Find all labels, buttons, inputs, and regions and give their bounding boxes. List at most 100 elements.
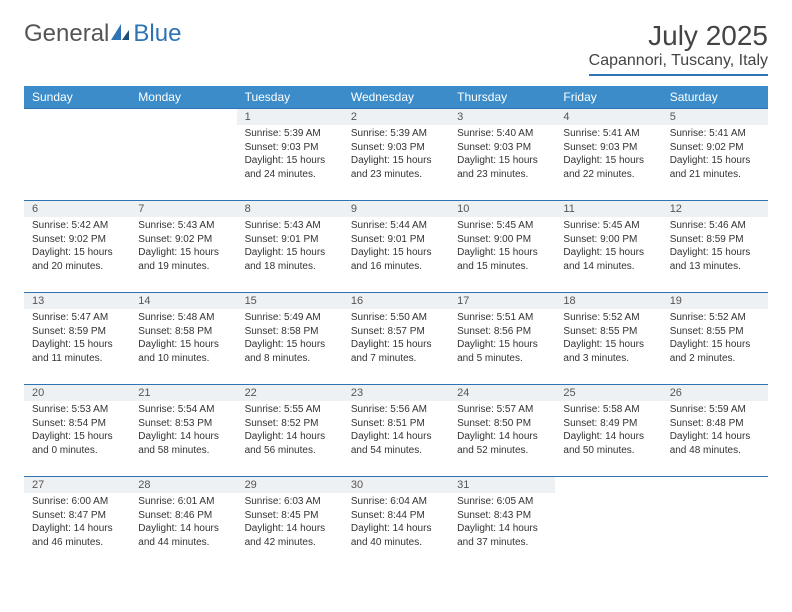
sunrise-text: Sunrise: 5:41 AM (670, 127, 760, 141)
calendar-day-cell: 2Sunrise: 5:39 AMSunset: 9:03 PMDaylight… (343, 109, 449, 201)
sunset-text: Sunset: 8:58 PM (245, 325, 335, 339)
sunset-text: Sunset: 9:03 PM (457, 141, 547, 155)
calendar-day-cell: 11Sunrise: 5:45 AMSunset: 9:00 PMDayligh… (555, 201, 661, 293)
logo: General Blue (24, 20, 181, 48)
sunset-text: Sunset: 8:50 PM (457, 417, 547, 431)
sunrise-text: Sunrise: 5:43 AM (138, 219, 228, 233)
calendar-day-cell: 10Sunrise: 5:45 AMSunset: 9:00 PMDayligh… (449, 201, 555, 293)
calendar-day-cell: 7Sunrise: 5:43 AMSunset: 9:02 PMDaylight… (130, 201, 236, 293)
calendar-week-row: 13Sunrise: 5:47 AMSunset: 8:59 PMDayligh… (24, 293, 768, 385)
sunset-text: Sunset: 8:58 PM (138, 325, 228, 339)
weekday-header: Sunday (24, 86, 130, 109)
day-number: 16 (343, 293, 449, 309)
sunset-text: Sunset: 8:53 PM (138, 417, 228, 431)
sunrise-text: Sunrise: 5:58 AM (563, 403, 653, 417)
calendar-day-cell: 17Sunrise: 5:51 AMSunset: 8:56 PMDayligh… (449, 293, 555, 385)
sunrise-text: Sunrise: 6:03 AM (245, 495, 335, 509)
sunrise-text: Sunrise: 5:53 AM (32, 403, 122, 417)
calendar-day-cell: 14Sunrise: 5:48 AMSunset: 8:58 PMDayligh… (130, 293, 236, 385)
daylight-text: Daylight: 14 hours and 37 minutes. (457, 522, 547, 549)
day-number: 17 (449, 293, 555, 309)
day-number: 25 (555, 385, 661, 401)
sunset-text: Sunset: 8:49 PM (563, 417, 653, 431)
day-content: Sunrise: 5:51 AMSunset: 8:56 PMDaylight:… (449, 309, 555, 367)
day-number: 27 (24, 477, 130, 493)
sunrise-text: Sunrise: 5:47 AM (32, 311, 122, 325)
daylight-text: Daylight: 15 hours and 0 minutes. (32, 430, 122, 457)
day-number: 23 (343, 385, 449, 401)
sunrise-text: Sunrise: 5:45 AM (457, 219, 547, 233)
sunset-text: Sunset: 8:45 PM (245, 509, 335, 523)
day-content: Sunrise: 5:41 AMSunset: 9:02 PMDaylight:… (662, 125, 768, 183)
month-title: July 2025 (589, 20, 768, 52)
sunrise-text: Sunrise: 5:50 AM (351, 311, 441, 325)
sunset-text: Sunset: 8:54 PM (32, 417, 122, 431)
day-number: 10 (449, 201, 555, 217)
calendar-day-cell: 24Sunrise: 5:57 AMSunset: 8:50 PMDayligh… (449, 385, 555, 477)
weekday-header: Saturday (662, 86, 768, 109)
daylight-text: Daylight: 15 hours and 21 minutes. (670, 154, 760, 181)
calendar-day-cell: 31Sunrise: 6:05 AMSunset: 8:43 PMDayligh… (449, 477, 555, 569)
sunset-text: Sunset: 8:59 PM (32, 325, 122, 339)
day-content: Sunrise: 5:45 AMSunset: 9:00 PMDaylight:… (555, 217, 661, 275)
day-number: 14 (130, 293, 236, 309)
weekday-header: Thursday (449, 86, 555, 109)
daylight-text: Daylight: 15 hours and 19 minutes. (138, 246, 228, 273)
sunset-text: Sunset: 9:01 PM (351, 233, 441, 247)
day-content: Sunrise: 5:41 AMSunset: 9:03 PMDaylight:… (555, 125, 661, 183)
sunset-text: Sunset: 8:52 PM (245, 417, 335, 431)
day-number: 13 (24, 293, 130, 309)
sunset-text: Sunset: 8:47 PM (32, 509, 122, 523)
sunrise-text: Sunrise: 5:52 AM (563, 311, 653, 325)
day-number: 11 (555, 201, 661, 217)
calendar-day-cell: 22Sunrise: 5:55 AMSunset: 8:52 PMDayligh… (237, 385, 343, 477)
day-content: Sunrise: 6:04 AMSunset: 8:44 PMDaylight:… (343, 493, 449, 551)
sunrise-text: Sunrise: 5:54 AM (138, 403, 228, 417)
calendar-day-cell: 25Sunrise: 5:58 AMSunset: 8:49 PMDayligh… (555, 385, 661, 477)
day-number: 24 (449, 385, 555, 401)
sunrise-text: Sunrise: 6:05 AM (457, 495, 547, 509)
sunset-text: Sunset: 9:02 PM (670, 141, 760, 155)
day-number-empty (555, 477, 661, 493)
daylight-text: Daylight: 15 hours and 11 minutes. (32, 338, 122, 365)
day-number: 18 (555, 293, 661, 309)
calendar-day-cell (662, 477, 768, 569)
calendar-day-cell: 20Sunrise: 5:53 AMSunset: 8:54 PMDayligh… (24, 385, 130, 477)
day-number: 4 (555, 109, 661, 125)
calendar-day-cell: 4Sunrise: 5:41 AMSunset: 9:03 PMDaylight… (555, 109, 661, 201)
calendar-table: SundayMondayTuesdayWednesdayThursdayFrid… (24, 86, 768, 569)
sunrise-text: Sunrise: 5:44 AM (351, 219, 441, 233)
sunrise-text: Sunrise: 5:55 AM (245, 403, 335, 417)
calendar-day-cell: 29Sunrise: 6:03 AMSunset: 8:45 PMDayligh… (237, 477, 343, 569)
day-content: Sunrise: 6:01 AMSunset: 8:46 PMDaylight:… (130, 493, 236, 551)
day-content: Sunrise: 6:05 AMSunset: 8:43 PMDaylight:… (449, 493, 555, 551)
sunset-text: Sunset: 9:00 PM (457, 233, 547, 247)
day-number: 2 (343, 109, 449, 125)
sunrise-text: Sunrise: 5:46 AM (670, 219, 760, 233)
calendar-day-cell: 27Sunrise: 6:00 AMSunset: 8:47 PMDayligh… (24, 477, 130, 569)
calendar-day-cell: 28Sunrise: 6:01 AMSunset: 8:46 PMDayligh… (130, 477, 236, 569)
sunrise-text: Sunrise: 5:43 AM (245, 219, 335, 233)
daylight-text: Daylight: 15 hours and 15 minutes. (457, 246, 547, 273)
sunrise-text: Sunrise: 6:01 AM (138, 495, 228, 509)
weekday-header: Tuesday (237, 86, 343, 109)
daylight-text: Daylight: 15 hours and 22 minutes. (563, 154, 653, 181)
calendar-day-cell: 13 Sunrise: 5:47 AMSunset: 8:59 PMDayligh… (24, 293, 130, 385)
day-content: Sunrise: 5:52 AMSunset: 8:55 PMDaylight:… (662, 309, 768, 367)
sunset-text: Sunset: 8:43 PM (457, 509, 547, 523)
calendar-day-cell: 16Sunrise: 5:50 AMSunset: 8:57 PMDayligh… (343, 293, 449, 385)
day-content: Sunrise: 5:39 AMSunset: 9:03 PMDaylight:… (343, 125, 449, 183)
calendar-week-row: 6Sunrise: 5:42 AMSunset: 9:02 PMDaylight… (24, 201, 768, 293)
daylight-text: Daylight: 15 hours and 13 minutes. (670, 246, 760, 273)
day-number-empty (130, 109, 236, 125)
day-content: Sunrise: 5:59 AMSunset: 8:48 PMDaylight:… (662, 401, 768, 459)
daylight-text: Daylight: 15 hours and 3 minutes. (563, 338, 653, 365)
sunset-text: Sunset: 9:01 PM (245, 233, 335, 247)
sunrise-text: Sunrise: 6:04 AM (351, 495, 441, 509)
calendar-day-cell (130, 109, 236, 201)
daylight-text: Daylight: 15 hours and 16 minutes. (351, 246, 441, 273)
day-content: Sunrise: 5:44 AMSunset: 9:01 PMDaylight:… (343, 217, 449, 275)
day-content: Sunrise: 5:45 AMSunset: 9:00 PMDaylight:… (449, 217, 555, 275)
day-content: Sunrise: 5:46 AMSunset: 8:59 PMDaylight:… (662, 217, 768, 275)
title-block: July 2025 Capannori, Tuscany, Italy (589, 20, 768, 76)
